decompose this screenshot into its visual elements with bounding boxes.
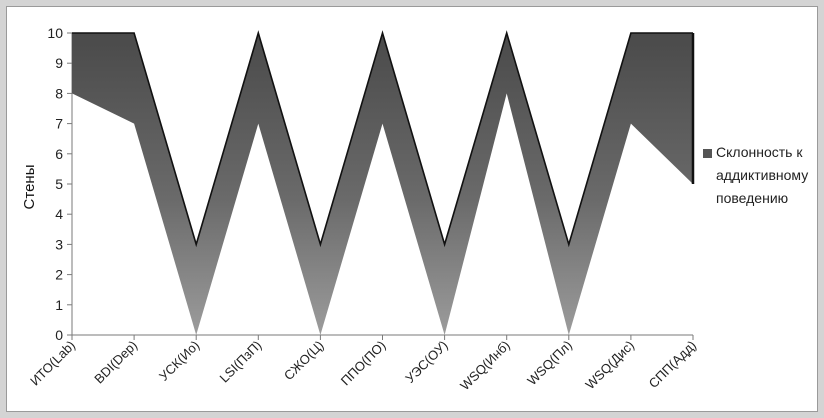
y-tick-label: 5 <box>55 176 63 192</box>
y-tick-label: 4 <box>55 206 63 222</box>
x-tick-label: УСК(Ио) <box>156 338 202 384</box>
x-tick-label: УЭС(ОУ) <box>402 338 450 386</box>
y-tick-label: 7 <box>55 116 63 132</box>
x-tick-label: WSQ(Пл) <box>524 338 575 389</box>
x-tick-label: СЖО(Ц) <box>281 338 327 384</box>
legend-swatch <box>703 149 712 158</box>
x-tick-label: ППО(ПО) <box>338 338 389 389</box>
legend: Склонность к аддиктивному поведению <box>703 144 808 206</box>
x-tick-label: WSQ(Инб) <box>457 338 513 394</box>
y-tick-label: 9 <box>55 55 63 71</box>
x-tick-label: WSQ(Дис) <box>582 338 637 393</box>
y-tick-label: 8 <box>55 85 63 101</box>
x-tick-label: LSI(ПзП) <box>216 338 264 386</box>
area-upper-edge <box>72 30 693 248</box>
y-tick-label: 2 <box>55 267 63 283</box>
y-tick-label: 1 <box>55 297 63 313</box>
legend-line-3: поведению <box>716 190 788 206</box>
legend-line-2: аддиктивному <box>716 167 808 183</box>
y-tick-label: 3 <box>55 236 63 252</box>
y-tick-label: 0 <box>55 327 63 343</box>
x-tick-label: ИТО(Lab) <box>27 338 78 389</box>
y-axis-label: Стены <box>21 165 38 210</box>
x-tick-label: BDI(Dep) <box>91 338 140 387</box>
area-band <box>72 33 693 335</box>
x-tick-label: СПП(Адд) <box>646 338 699 391</box>
legend-line-1: Склонность к <box>716 144 803 160</box>
y-tick-label: 6 <box>55 146 63 162</box>
y-tick-label: 10 <box>47 25 63 41</box>
